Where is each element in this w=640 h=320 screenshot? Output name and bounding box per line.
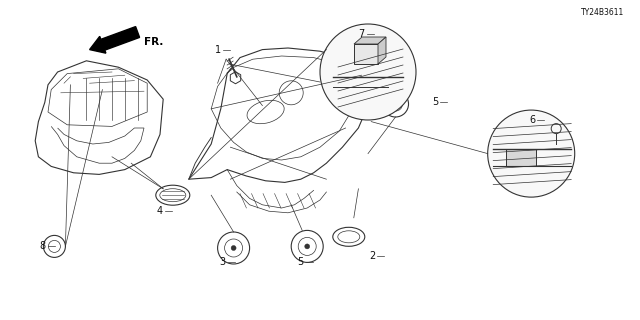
Text: 6: 6 [529, 115, 536, 125]
Circle shape [394, 102, 397, 106]
Polygon shape [378, 37, 386, 64]
Text: TY24B3611: TY24B3611 [580, 8, 624, 17]
Text: 3: 3 [220, 257, 226, 268]
Polygon shape [354, 44, 378, 64]
Circle shape [488, 110, 575, 197]
Text: 8: 8 [40, 241, 46, 252]
Text: 2: 2 [369, 251, 376, 261]
Circle shape [305, 244, 310, 249]
Text: 5: 5 [298, 257, 304, 268]
Circle shape [320, 24, 416, 120]
Polygon shape [354, 37, 386, 44]
Polygon shape [506, 148, 536, 166]
Text: 4: 4 [157, 206, 163, 216]
Text: 1: 1 [214, 44, 221, 55]
Text: FR.: FR. [144, 37, 163, 47]
FancyArrow shape [90, 27, 140, 53]
Text: 7: 7 [358, 28, 365, 39]
Text: 5: 5 [432, 97, 438, 107]
Circle shape [231, 245, 236, 251]
